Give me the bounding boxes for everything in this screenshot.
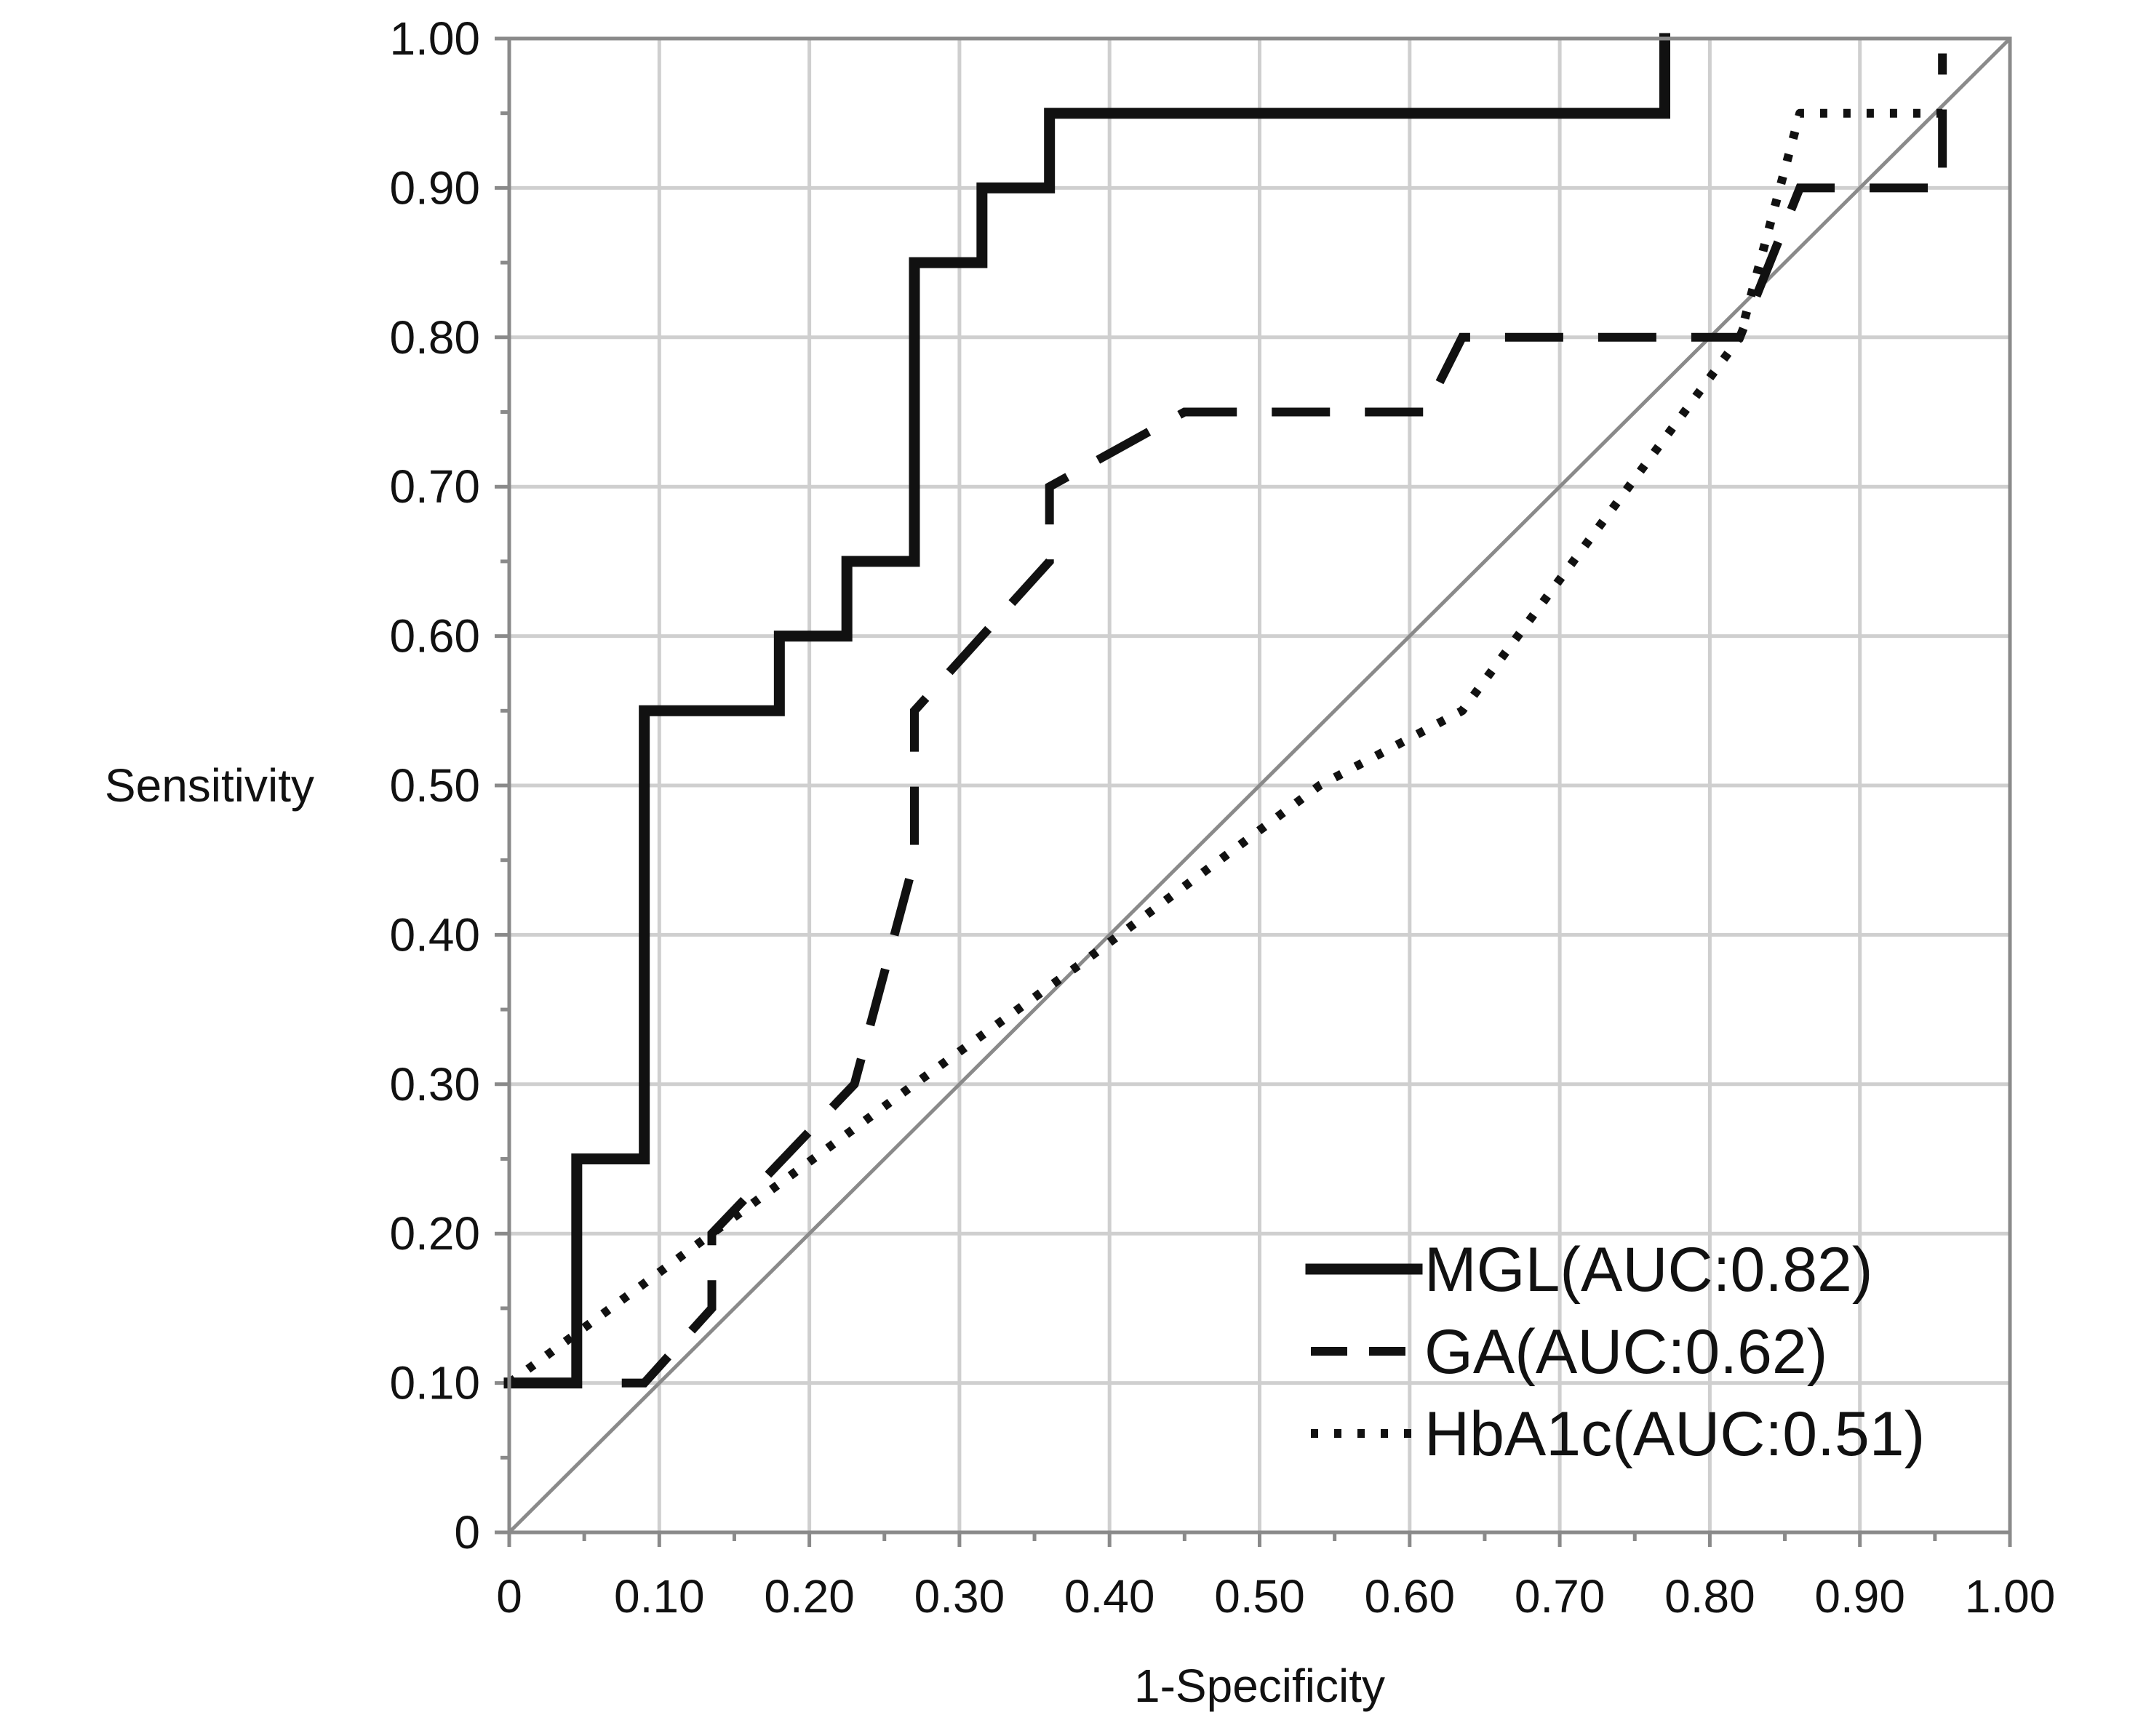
series-group [503,33,1947,1389]
y-axis-tick-labels: 0 0.10 0.20 0.30 0.40 0.50 0.60 0.70 0.80 0.90 1.0… [389,12,480,1559]
y-tick-label: 0.50 [389,759,480,812]
y-tick-label: 0.80 [389,311,480,364]
x-tick-label: 0.60 [1365,1570,1456,1623]
x-axis-title: 1-Specificity [1134,1660,1385,1712]
x-tick-label: 0.20 [764,1570,855,1623]
legend: MGL(AUC:0.82) GA(AUC:0.62) HbA1c(AUC:0.51) [1305,1235,1925,1469]
legend-label: GA(AUC:0.62) [1424,1317,1827,1387]
y-tick-label: 0.70 [389,460,480,513]
y-axis-title: Sensitivity [105,759,314,812]
x-axis-tick-labels: 0 0.10 0.20 0.30 0.40 0.50 0.60 0.70 0.80 0.90 1.0… [496,1570,2055,1623]
y-tick-label: 0 [454,1506,480,1559]
plot-frame [507,36,2012,1535]
x-tick-label: 0 [496,1570,522,1623]
y-tick-label: 0.90 [389,161,480,214]
y-tick-label: 0.10 [389,1357,480,1409]
x-tick-label: 0.40 [1064,1570,1155,1623]
series-line-dotted [506,108,1943,1387]
x-tick-label: 0.70 [1515,1570,1605,1623]
legend-label: HbA1c(AUC:0.51) [1424,1399,1925,1469]
x-tick-label: 0.30 [914,1570,1005,1623]
x-tick-label: 0.10 [614,1570,705,1623]
x-tick-label: 0.80 [1664,1570,1755,1623]
series-line-dashed [621,53,1947,1388]
x-tick-label: 1.00 [1965,1570,2056,1623]
y-tick-label: 0.30 [389,1058,480,1111]
x-tick-label: 0.90 [1814,1570,1905,1623]
y-tick-label: 0.40 [389,908,480,961]
series-line-solid [503,33,1671,1389]
y-tick-label: 1.00 [389,12,480,65]
legend-label: MGL(AUC:0.82) [1424,1235,1873,1305]
y-tick-label: 0.20 [389,1207,480,1260]
y-tick-label: 0.60 [389,610,480,663]
x-tick-label: 0.50 [1214,1570,1305,1623]
